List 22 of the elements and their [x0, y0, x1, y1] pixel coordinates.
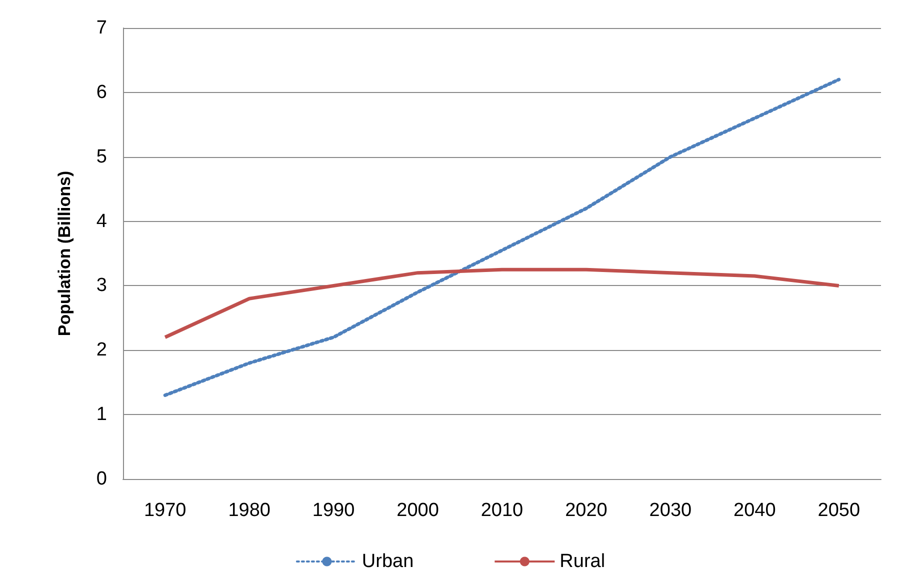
x-tick-label: 2050 — [818, 500, 860, 521]
legend-label: Rural — [560, 551, 606, 572]
y-tick-label: 6 — [96, 82, 107, 103]
y-tick-label: 3 — [96, 275, 107, 296]
line-series — [163, 78, 841, 397]
x-tick-label: 2040 — [734, 500, 776, 521]
y-tick-label: 0 — [96, 468, 107, 490]
legend-label: Urban — [362, 551, 414, 572]
x-tick-label: 1970 — [144, 500, 186, 521]
x-tick-label: 2000 — [396, 500, 439, 521]
y-tick-label: 7 — [96, 18, 107, 38]
x-tick-label: 2010 — [480, 500, 524, 521]
y-tick-label: 2 — [96, 340, 107, 361]
x-tick-label: 1980 — [228, 500, 270, 521]
y-tick-label: 5 — [96, 146, 107, 168]
x-tick-label: 2030 — [649, 500, 692, 521]
x-tick-label: 2020 — [565, 500, 608, 521]
y-axis-title: Population (Billions) — [55, 170, 74, 336]
y-tick-label: 4 — [96, 210, 108, 232]
y-tick-label: 1 — [96, 404, 107, 426]
line-series — [163, 268, 841, 340]
x-tick-label: 1990 — [312, 500, 355, 521]
